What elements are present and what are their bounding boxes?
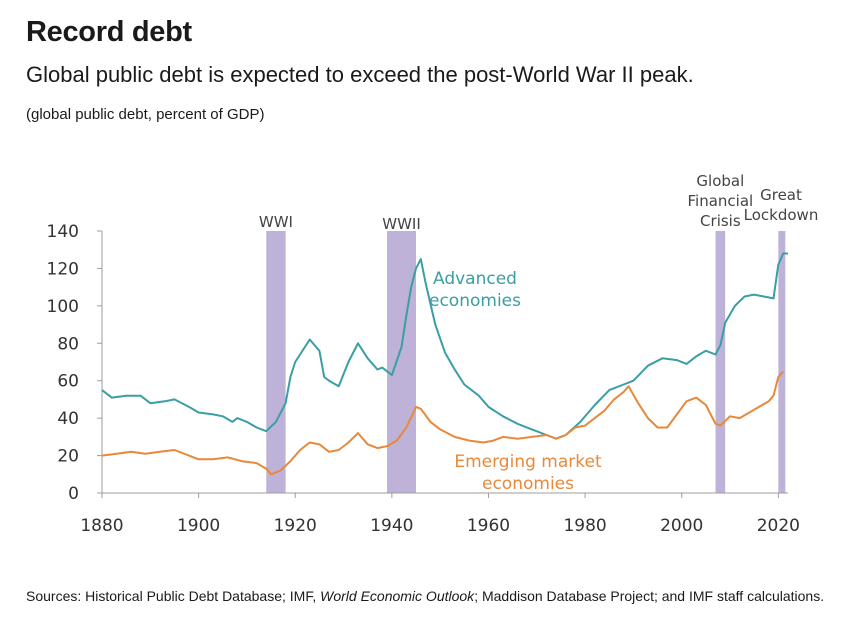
y-tick-label: 120 — [47, 259, 79, 279]
series-annotation: Emerging market — [454, 452, 602, 472]
chart-subtitle: Global public debt is expected to exceed… — [26, 62, 694, 87]
x-tick-label: 1880 — [80, 516, 123, 536]
x-tick-label: 2020 — [757, 516, 800, 536]
series-annotation: economies — [482, 474, 574, 494]
shaded-period-great-lockdown — [778, 231, 786, 493]
period-label: Global — [696, 172, 744, 190]
x-tick-label: 1980 — [563, 516, 606, 536]
series-line-advanced-economies — [101, 252, 788, 440]
period-label: Financial — [688, 192, 754, 210]
x-tick-label: 1920 — [274, 516, 317, 536]
unit-note: (global public debt, percent of GDP) — [26, 106, 265, 123]
y-tick-label: 60 — [57, 372, 79, 392]
x-tick-label: 1900 — [177, 516, 220, 536]
series-annotation: economies — [429, 291, 521, 311]
y-tick-label: 40 — [57, 409, 79, 429]
debt-line-chart: WWI WWII Global Financial Crisis Great Lockdow… — [47, 172, 819, 536]
x-tick-label: 1940 — [370, 516, 413, 536]
series-annotation: Advanced — [433, 269, 517, 289]
sources-prefix: Sources: Historical Public Debt Database… — [26, 588, 321, 604]
y-tick-label: 140 — [47, 222, 79, 242]
period-label: Lockdown — [744, 206, 819, 224]
series-line-emerging-market-economies — [101, 370, 784, 476]
y-tick-label: 80 — [57, 334, 79, 354]
period-label: WWII — [382, 215, 421, 233]
shaded-period-global-financial-crisis — [715, 231, 726, 493]
x-tick-label: 1960 — [467, 516, 510, 536]
chart-title: Record debt — [26, 16, 192, 48]
sources-italic: World Economic Outlook — [320, 588, 475, 604]
sources-note: Sources: Historical Public Debt Database… — [26, 584, 846, 608]
period-label: Great — [760, 186, 802, 204]
period-label: Crisis — [700, 212, 741, 230]
y-tick-label: 0 — [68, 484, 79, 504]
x-tick-label: 2000 — [660, 516, 703, 536]
shaded-period-wwii — [387, 231, 417, 493]
y-tick-label: 20 — [57, 447, 79, 467]
shaded-period-wwi — [266, 231, 286, 493]
period-label: WWI — [259, 213, 293, 231]
sources-suffix: ; Maddison Database Project; and IMF sta… — [474, 588, 825, 604]
y-tick-label: 100 — [47, 297, 79, 317]
